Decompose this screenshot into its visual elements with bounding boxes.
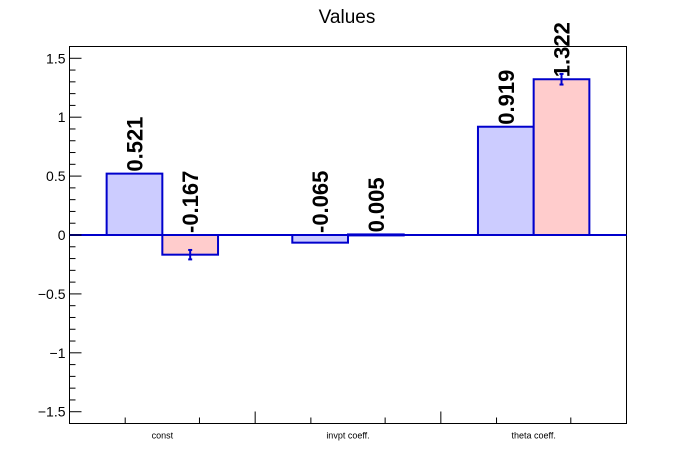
y-tick-label: 0	[58, 227, 66, 243]
bar-s1-2	[476, 125, 535, 236]
y-tick-label: 1	[58, 109, 66, 125]
x-tick-label: const	[152, 431, 174, 441]
data-label: 0.919	[494, 70, 519, 125]
data-label: 1.322	[550, 22, 575, 77]
data-label: -0.167	[178, 171, 203, 233]
data-label: 0.521	[122, 117, 147, 172]
y-tick-label: 0.5	[46, 168, 66, 184]
bar-s1-1	[291, 234, 349, 244]
bar-s1-0	[105, 172, 164, 237]
data-label: 0.005	[364, 177, 389, 232]
y-tick-label: 1.5	[46, 50, 66, 66]
y-tick-label: −1.5	[38, 404, 66, 420]
y-tick-label: −0.5	[38, 286, 66, 302]
y-tick-label: −1	[50, 345, 66, 361]
chart-title: Values	[319, 7, 376, 28]
bar-s2-2	[532, 78, 591, 236]
data-label: -0.065	[308, 171, 333, 233]
x-tick-label: invpt coeff.	[326, 431, 369, 441]
x-tick-label: theta coeff.	[511, 431, 555, 441]
